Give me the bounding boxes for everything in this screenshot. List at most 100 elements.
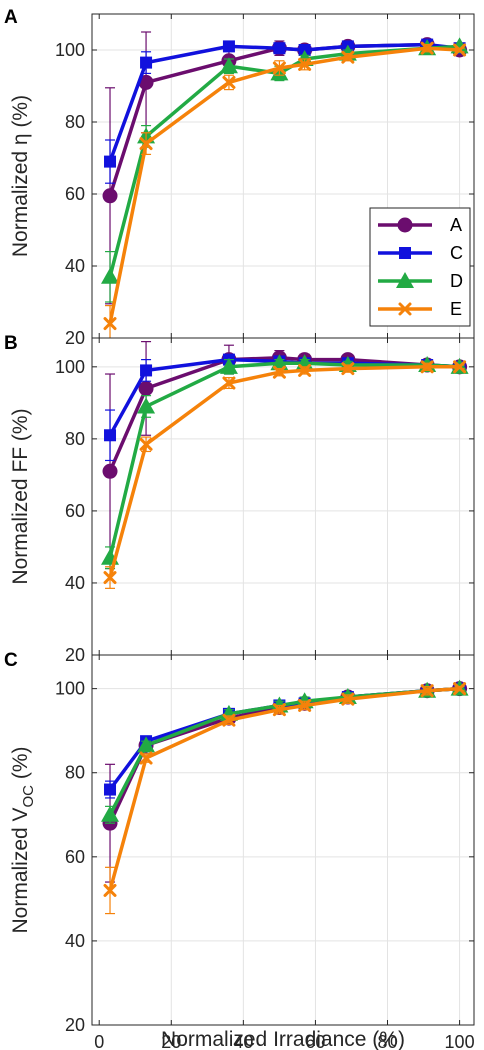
legend-entry: A xyxy=(378,215,462,235)
marker-square xyxy=(140,364,153,377)
marker-circle xyxy=(138,380,154,396)
y-tick-label: 60 xyxy=(65,184,85,204)
marker-x xyxy=(341,50,355,64)
marker-x xyxy=(453,360,467,374)
x-tick-label: 0 xyxy=(94,1032,104,1050)
y-axis-label-tail: (%) xyxy=(9,746,32,785)
marker-x xyxy=(103,571,117,585)
marker-x xyxy=(139,437,153,451)
legend-label: C xyxy=(450,243,463,263)
plot-area xyxy=(92,338,474,655)
panel-label: A xyxy=(4,7,18,28)
y-axis-label: Normalized FF (%) xyxy=(9,408,32,584)
y-tick-label: 60 xyxy=(65,501,85,521)
marker-circle xyxy=(102,188,118,204)
marker-square xyxy=(273,42,286,55)
marker-x-stroke xyxy=(341,362,355,376)
y-tick-label: 80 xyxy=(65,763,85,783)
marker-x xyxy=(139,751,153,765)
series-e xyxy=(103,682,467,915)
marker-x xyxy=(222,376,236,390)
marker-triangle xyxy=(219,57,238,74)
marker-x-stroke xyxy=(103,317,117,331)
marker-triangle xyxy=(101,805,120,822)
marker-x-stroke xyxy=(272,703,286,717)
marker-x-stroke xyxy=(222,713,236,727)
marker-x-stroke xyxy=(272,365,286,379)
marker-x-stroke xyxy=(103,883,117,897)
y-tick-label: 80 xyxy=(65,112,85,132)
marker-x xyxy=(341,362,355,376)
y-tick-label: 40 xyxy=(65,931,85,951)
marker-x-stroke xyxy=(420,41,434,55)
y-tick-label: 100 xyxy=(55,679,85,699)
legend-box xyxy=(369,207,471,327)
marker-x xyxy=(103,883,117,897)
marker-x-stroke xyxy=(298,698,312,712)
marker-square xyxy=(104,429,117,442)
panel-label: C xyxy=(4,650,18,671)
marker-square xyxy=(399,247,411,259)
marker-x-stroke xyxy=(139,137,153,151)
marker-x-stroke xyxy=(298,363,312,377)
panel-b: 20 40 60 80 100 B Normalized FF (%) xyxy=(4,333,475,665)
marker-x-stroke xyxy=(453,360,467,374)
y-tick-label: 40 xyxy=(65,256,85,276)
marker-x-stroke xyxy=(453,682,467,696)
marker-x-stroke xyxy=(139,437,153,451)
y-tick-label: 80 xyxy=(65,429,85,449)
y-tick-label: 60 xyxy=(65,847,85,867)
legend-label: A xyxy=(450,215,462,235)
marker-x-stroke xyxy=(298,57,312,71)
marker-x-stroke xyxy=(272,61,286,75)
marker-x-stroke xyxy=(341,50,355,64)
marker-triangle xyxy=(137,736,156,753)
marker-x xyxy=(298,57,312,71)
panel-c: 20 40 60 80 100 C Normalized VOC (%) 0 20 40 60 80 1… xyxy=(4,650,475,1050)
x-tick-label: 100 xyxy=(445,1032,475,1050)
marker-x-stroke xyxy=(222,75,236,89)
marker-x xyxy=(453,43,467,57)
marker-square xyxy=(222,40,235,53)
series-e xyxy=(103,360,467,589)
marker-square xyxy=(104,783,117,796)
x-tick-label: 60 xyxy=(305,1032,325,1050)
y-tick-label: 20 xyxy=(65,645,85,665)
marker-x-stroke xyxy=(222,376,236,390)
plot-area xyxy=(92,655,474,1025)
marker-x-stroke xyxy=(420,684,434,698)
marker-triangle xyxy=(101,267,120,284)
legend-entry: C xyxy=(378,243,463,263)
x-tick-label: 20 xyxy=(161,1032,181,1050)
marker-x xyxy=(420,41,434,55)
y-tick-label: 20 xyxy=(65,1015,85,1035)
marker-x-stroke xyxy=(341,692,355,706)
marker-x xyxy=(298,363,312,377)
series-line xyxy=(108,46,460,324)
panel-label: B xyxy=(4,333,18,354)
x-tick-label: 40 xyxy=(233,1032,253,1050)
marker-x xyxy=(272,703,286,717)
marker-x xyxy=(341,692,355,706)
y-axis-label-sub: OC xyxy=(20,785,37,808)
marker-square xyxy=(140,56,153,69)
legend-label: D xyxy=(450,271,463,291)
marker-x xyxy=(420,360,434,374)
marker-x xyxy=(420,684,434,698)
gridlines xyxy=(92,655,474,1026)
marker-x-stroke xyxy=(398,302,412,316)
marker-x xyxy=(272,61,286,75)
marker-x xyxy=(398,302,412,316)
y-tick-label: 40 xyxy=(65,573,85,593)
marker-x xyxy=(139,137,153,151)
series-line xyxy=(108,361,460,559)
marker-x xyxy=(272,365,286,379)
marker-circle xyxy=(102,463,118,479)
marker-circle xyxy=(397,217,413,233)
legend-label: E xyxy=(450,299,462,319)
marker-x xyxy=(298,698,312,712)
marker-x xyxy=(222,713,236,727)
y-axis-label-main: Normalized V xyxy=(9,807,32,933)
